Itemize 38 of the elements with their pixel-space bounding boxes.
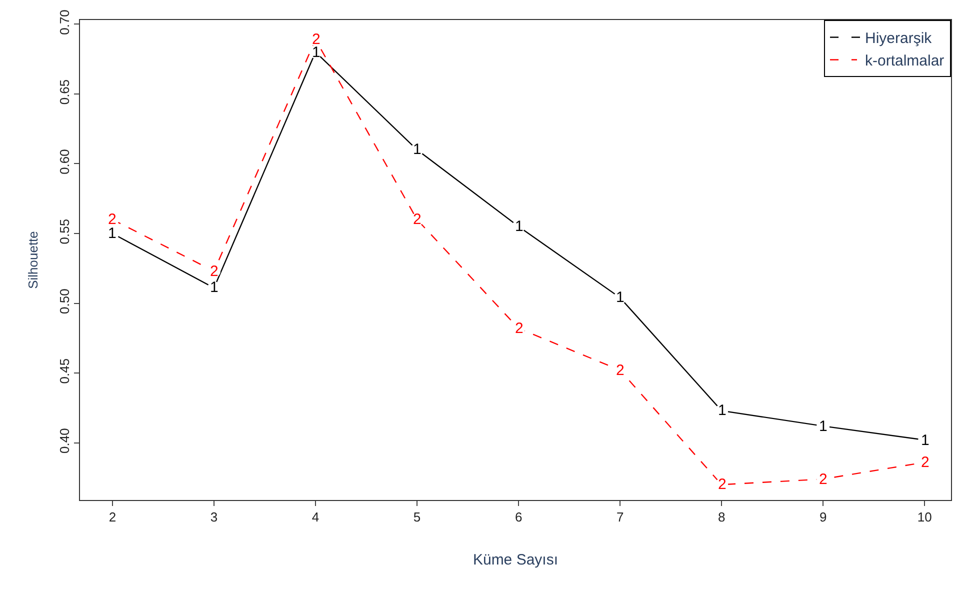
annotation: 2: [921, 454, 930, 471]
x-tick-label: 8: [718, 510, 726, 525]
annotation: 1: [819, 418, 828, 435]
y-tick-label: 0.65: [56, 79, 72, 105]
y-tick-label: 0.45: [56, 358, 72, 384]
annotation: 2: [108, 211, 116, 228]
y-axis-title: Silhouette: [26, 231, 41, 289]
legend-label: k-ortalmalar: [865, 52, 944, 70]
annotation: 2: [210, 263, 218, 280]
annotation: 2: [312, 31, 320, 48]
x-tick-label: 10: [917, 510, 932, 525]
annotation: 2: [819, 471, 828, 488]
x-tick-label: 5: [413, 510, 421, 525]
annotation: 1: [413, 141, 422, 158]
x-tick-label: 9: [819, 510, 827, 525]
annotation: 2: [616, 362, 624, 379]
y-tick-label: 0.70: [56, 10, 72, 35]
x-tick-label: 7: [616, 510, 624, 525]
y-tick-label: 0.55: [56, 218, 72, 244]
annotation: 1: [515, 218, 524, 235]
annotation: 2: [718, 476, 726, 493]
annotation: 1: [210, 279, 218, 296]
annotation: 2: [515, 320, 524, 337]
x-tick-label: 3: [210, 510, 218, 525]
annotation: 1: [312, 44, 320, 61]
annotation: 1: [921, 432, 930, 449]
legend-label: Hiyerarşik: [865, 30, 932, 48]
annotation: 1: [718, 402, 726, 419]
x-tick-label: 6: [514, 510, 522, 525]
x-tick-label: 2: [108, 510, 116, 525]
y-tick-label: 0.40: [56, 428, 72, 454]
x-axis-title: Küme Sayısı: [472, 552, 558, 569]
annotation: 2: [413, 211, 422, 228]
y-tick-label: 0.60: [56, 149, 72, 174]
x-tick-label: 4: [312, 510, 320, 525]
annotation: 1: [108, 225, 116, 242]
annotation: 1: [616, 289, 624, 306]
y-tick-label: 0.50: [56, 288, 72, 314]
